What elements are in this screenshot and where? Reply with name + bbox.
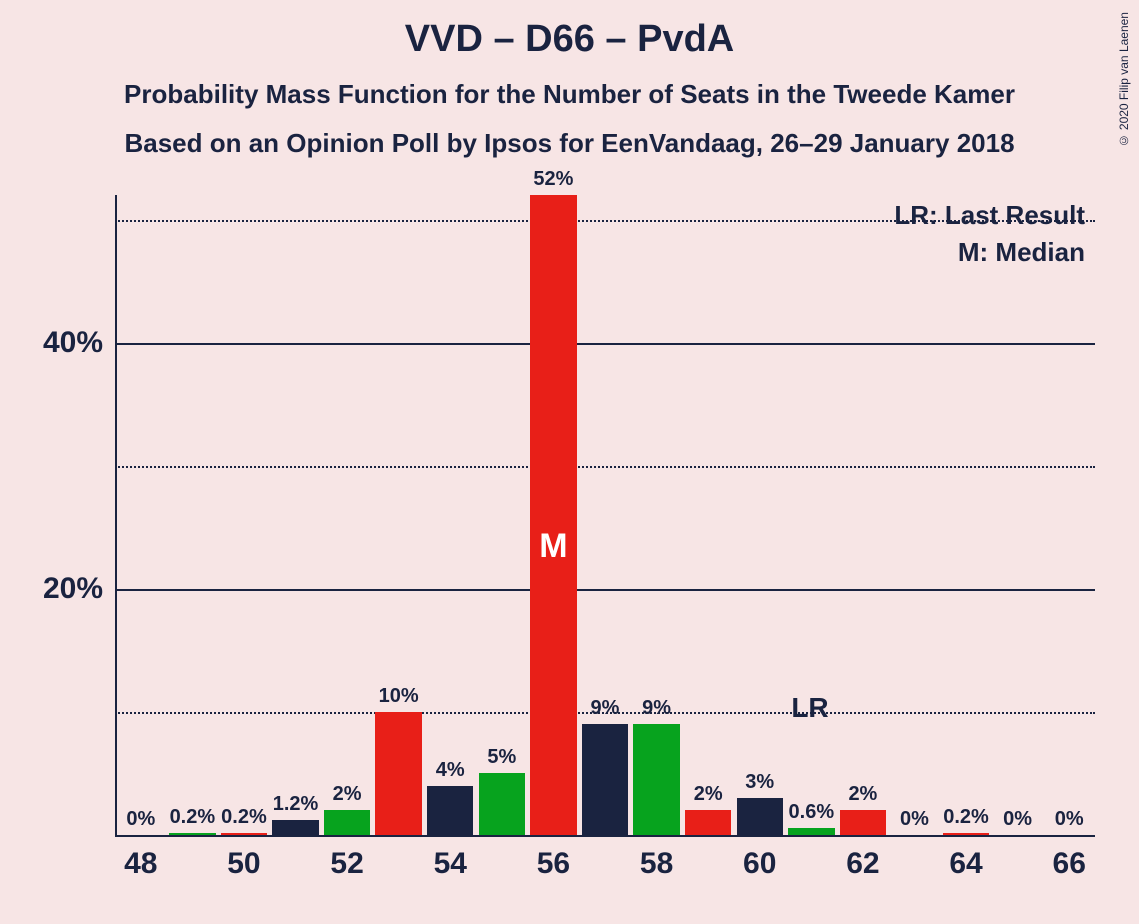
x-tick-label: 48: [124, 847, 157, 881]
bar: [272, 820, 318, 835]
bar: [530, 195, 576, 835]
legend-m: M: Median: [894, 237, 1085, 268]
bar: [169, 833, 215, 835]
legend-lr: LR: Last Result: [894, 200, 1085, 231]
bar: [324, 810, 370, 835]
x-axis-line: [115, 835, 1095, 837]
chart-subtitle-1: Probability Mass Function for the Number…: [0, 79, 1139, 110]
bar-value-label: 3%: [745, 771, 774, 794]
x-tick-label: 62: [846, 847, 879, 881]
bar: [943, 833, 989, 835]
chart-subtitle-2: Based on an Opinion Poll by Ipsos for Ee…: [0, 128, 1139, 159]
bar: [737, 798, 783, 835]
bar-value-label: 5%: [487, 746, 516, 769]
legend: LR: Last Result M: Median: [894, 200, 1085, 274]
bar-value-label: 1.2%: [273, 793, 319, 816]
bar-value-label: 2%: [333, 783, 362, 806]
bar-value-label: 10%: [379, 685, 419, 708]
x-tick-label: 56: [537, 847, 570, 881]
bar-value-label: 52%: [533, 168, 573, 191]
bar-value-label: 0.2%: [170, 806, 216, 829]
copyright-text: © 2020 Filip van Laenen: [1117, 12, 1131, 147]
y-tick-label: 40%: [43, 326, 103, 360]
x-tick-label: 54: [434, 847, 467, 881]
gridline-minor: [115, 220, 1095, 222]
bar-value-label: 0%: [900, 808, 929, 831]
bar-value-label: 2%: [848, 783, 877, 806]
gridline-minor: [115, 466, 1095, 468]
bar-value-label: 0%: [1003, 808, 1032, 831]
bar-value-label: 2%: [694, 783, 723, 806]
chart-title: VVD – D66 – PvdA: [0, 0, 1139, 61]
bar: [582, 724, 628, 835]
bar: [375, 712, 421, 835]
x-tick-label: 66: [1053, 847, 1086, 881]
chart-plot-area: LR: Last Result M: Median 20%40%0%0.2%0.…: [115, 195, 1095, 835]
y-tick-label: 20%: [43, 572, 103, 606]
bar-value-label: 0.6%: [789, 801, 835, 824]
x-tick-label: 50: [227, 847, 260, 881]
bar: [685, 810, 731, 835]
last-result-marker: LR: [791, 692, 828, 724]
bar: [221, 833, 267, 835]
bar-value-label: 0%: [1055, 808, 1084, 831]
x-tick-label: 58: [640, 847, 673, 881]
gridline-major: [115, 589, 1095, 591]
bar-value-label: 0%: [126, 808, 155, 831]
x-tick-label: 52: [330, 847, 363, 881]
gridline-major: [115, 343, 1095, 345]
bar: [633, 724, 679, 835]
bar: [788, 828, 834, 835]
y-axis-line: [115, 195, 117, 835]
bar-value-label: 9%: [591, 697, 620, 720]
bar-value-label: 0.2%: [221, 806, 267, 829]
median-marker: M: [539, 527, 567, 566]
bar: [840, 810, 886, 835]
bar-value-label: 9%: [642, 697, 671, 720]
x-tick-label: 64: [949, 847, 982, 881]
x-tick-label: 60: [743, 847, 776, 881]
bar: [427, 786, 473, 835]
bar: [479, 773, 525, 835]
bar-value-label: 0.2%: [943, 806, 989, 829]
bar-value-label: 4%: [436, 759, 465, 782]
